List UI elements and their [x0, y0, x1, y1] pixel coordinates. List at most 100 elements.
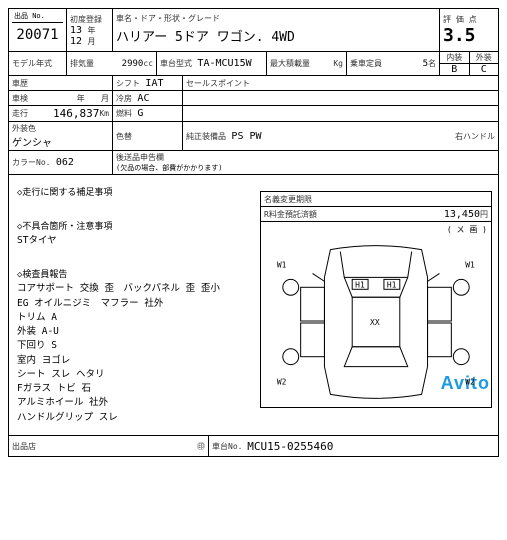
expire-label: 名義変更期限 [264, 194, 312, 205]
interior-label: 内装 [440, 52, 470, 63]
footer-row: 出品店 ㊞ 車台No. MCU15-0255460 [9, 435, 498, 456]
month-suffix: 月 [87, 37, 95, 46]
equip-label: 純正装備品 [186, 131, 226, 142]
max-load-unit: Kg [333, 59, 343, 68]
specs-row-3: 走行 146,837 Km 燃料 G [9, 106, 498, 122]
diagram-head-2: R料金預託済額 13,450 円 [261, 207, 491, 222]
model-code-cell: 車台型式 TA-MCU15W [157, 52, 267, 75]
sales-point-body2 [183, 106, 498, 121]
equip-value: PS PW [231, 131, 261, 142]
exterior-grade: C [470, 64, 499, 75]
sales-point-label: セールスポイント [186, 78, 250, 89]
car-name-cell: 車名・ドア・形状・グレード ハリアー 5ドア ワゴン. 4WD [113, 9, 440, 51]
insp-month-unit: 月 [101, 94, 109, 103]
score-cell: 評 価 点 3.5 [440, 9, 498, 51]
mileage-cell: 走行 146,837 Km [9, 106, 113, 121]
recycle-fee-label: R料金預託済額 [264, 209, 317, 220]
specs-row-2: 車検 年 月 冷房 AC [9, 91, 498, 106]
model-year-cell: モデル年式 [9, 52, 67, 75]
capacity-label: 乗車定員 [350, 58, 382, 69]
sales-point-cell: セールスポイント [183, 76, 498, 90]
displacement-unit: cc [143, 59, 153, 68]
scratch-label: ( ㄨ 画 ) [261, 222, 491, 237]
diag-w2-r: W2 [465, 377, 475, 386]
shift-label: シフト [116, 78, 140, 89]
recycle-cell: 後送品申告欄 (欠品の場合、部費がかかります) [113, 151, 498, 174]
model-code-label: 車台型式 [160, 58, 192, 69]
car-name-label: 車名・ドア・形状・グレード [116, 13, 220, 24]
capacity-cell: 乗車定員 5 名 [347, 52, 440, 75]
mileage-unit: Km [99, 109, 109, 118]
header-row-2: モデル年式 排気量 2990 cc 車台型式 TA-MCU15W 最大積載量 K… [9, 52, 498, 76]
specs-row-4: 外装色 ゲンシャ 色替 純正装備品 PS PW 右ハンドル [9, 122, 498, 151]
capacity: 5 [382, 59, 428, 69]
color-no-cell: カラーNo. 062 [9, 151, 113, 174]
seller-cell: 出品店 ㊞ [9, 436, 209, 456]
int-color-cell: 色替 [113, 122, 183, 150]
reg-year: 13 [70, 25, 82, 36]
handle-label: 右ハンドル [455, 131, 495, 142]
first-reg-cell: 初度登録 13 年 12 月 [67, 9, 113, 51]
diag-h1-r: H1 [387, 280, 397, 289]
diag-h1-l: H1 [355, 280, 365, 289]
fuel-value: G [137, 108, 143, 119]
fuel-cell: 燃料 G [113, 106, 183, 121]
model-year-label: モデル年式 [12, 58, 52, 69]
displacement-cell: 排気量 2990 cc [67, 52, 157, 75]
displacement: 2990 [94, 59, 143, 69]
chassis-label: 車台No. [212, 441, 242, 452]
capacity-unit: 名 [428, 58, 436, 69]
mileage-label: 走行 [12, 108, 28, 119]
inspection-cell: 車検 年 月 [9, 91, 113, 105]
specs-row-5: カラーNo. 062 後送品申告欄 (欠品の場合、部費がかかります) [9, 151, 498, 175]
ac-value: AC [137, 93, 149, 104]
diag-w1-l: W1 [277, 260, 287, 269]
year-suffix: 年 [87, 26, 95, 35]
shift-value: IAT [145, 78, 163, 89]
inspection-line: ハンドルグリップ スレ [17, 411, 490, 425]
max-load-label: 最大積載量 [270, 58, 310, 69]
int-color-label: 色替 [116, 131, 132, 142]
body-type-label: 車歴 [12, 78, 28, 89]
ext-color-cell: 外装色 ゲンシャ [9, 122, 113, 150]
interior-grade: B [440, 64, 470, 75]
shift-cell: シフト IAT [113, 76, 183, 90]
sales-point-body [183, 91, 498, 105]
equip-cell: 純正装備品 PS PW 右ハンドル [183, 122, 498, 150]
color-no-value: 062 [56, 157, 74, 168]
int-ext-cell: 内装 外装 B C [440, 52, 498, 75]
recycle-fee-cell: R料金預託済額 13,450 円 [261, 207, 491, 221]
specs-row-1: 車歴 シフト IAT セールスポイント [9, 76, 498, 91]
diag-xx: XX [370, 318, 380, 327]
seller-label: 出品店 [12, 441, 36, 452]
chassis-value: MCU15-0255460 [247, 440, 333, 453]
seal-label: ㊞ [197, 441, 205, 452]
recycle-note: (欠品の場合、部費がかかります) [116, 163, 222, 173]
score: 3.5 [443, 25, 476, 46]
insp-year-unit: 年 [77, 94, 85, 103]
ac-cell: 冷房 AC [113, 91, 183, 105]
ext-color-label: 外装色 [12, 123, 36, 134]
color-no-label: カラーNo. [12, 157, 50, 168]
model-code: TA-MCU15W [197, 58, 251, 69]
max-load-cell: 最大積載量 Kg [267, 52, 347, 75]
body-type-cell: 車歴 [9, 76, 113, 90]
diag-w2-l: W2 [277, 377, 287, 386]
mileage-value: 146,837 [28, 107, 99, 120]
auction-sheet: 出品 No. 20071 初度登録 13 年 12 月 車名・ドア・形状・グレー… [8, 8, 499, 457]
ac-label: 冷房 [116, 93, 132, 104]
car-diagram-svg: W1 W2 W1 W2 H1 H1 XX [261, 237, 491, 407]
fuel-label: 燃料 [116, 108, 132, 119]
lot-cell: 出品 No. 20071 [9, 9, 67, 51]
exterior-label: 外装 [470, 52, 499, 63]
score-label: 評 価 点 [443, 14, 477, 25]
header-row-1: 出品 No. 20071 初度登録 13 年 12 月 車名・ドア・形状・グレー… [9, 9, 498, 52]
diagram-box: 名義変更期限 R料金預託済額 13,450 円 ( ㄨ 画 ) [260, 191, 492, 408]
recycle-fee-value: 13,450 [317, 209, 480, 220]
diagram-head: 名義変更期限 [261, 192, 491, 207]
first-reg-label: 初度登録 [70, 14, 102, 25]
lot-number: 20071 [12, 23, 63, 47]
displacement-label: 排気量 [70, 58, 94, 69]
recycle-fee-unit: 円 [480, 209, 488, 220]
lot-label: 出品 No. [12, 10, 63, 23]
